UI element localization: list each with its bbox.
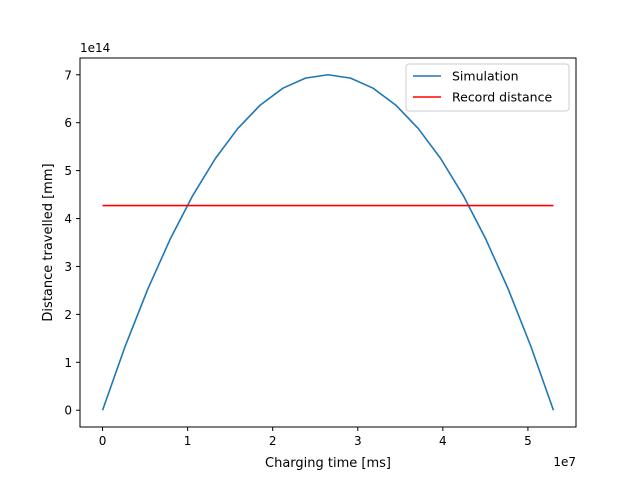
y-tick-label: 4 [64,212,72,226]
x-tick-label: 0 [99,434,107,448]
y-tick-label: 6 [64,116,72,130]
y-tick-label: 0 [64,404,72,418]
axes [79,57,577,428]
series-line-0 [101,73,555,411]
x-tick-label: 3 [354,434,362,448]
legend-label-1: Record distance [452,90,552,105]
y-tick-label: 7 [64,68,72,82]
plot-background [80,58,576,427]
series-lines [101,73,555,411]
x-axis-ticks: 0 1 2 3 4 5 [99,427,532,448]
legend-label-0: Simulation [452,69,519,84]
x-tick-label: 4 [439,434,447,448]
y-tick-label: 5 [64,164,72,178]
y-tick-label: 3 [64,260,72,274]
legend-box [405,63,570,112]
x-offset-text: 1e7 [553,455,576,469]
y-offset-text: 1e14 [80,41,110,55]
x-tick-label: 2 [269,434,277,448]
x-tick-label: 5 [524,434,532,448]
y-tick-label: 2 [64,308,72,322]
y-axis-label: Distance travelled [mm] [41,163,56,321]
y-tick-label: 1 [64,356,72,370]
x-tick-label: 1 [184,434,192,448]
x-axis-label: Charging time [ms] [265,456,391,471]
y-axis-ticks: 0 1 2 3 4 5 6 7 [64,68,80,418]
plot-frame [79,57,577,428]
legend: Simulation Record distance [405,63,570,112]
